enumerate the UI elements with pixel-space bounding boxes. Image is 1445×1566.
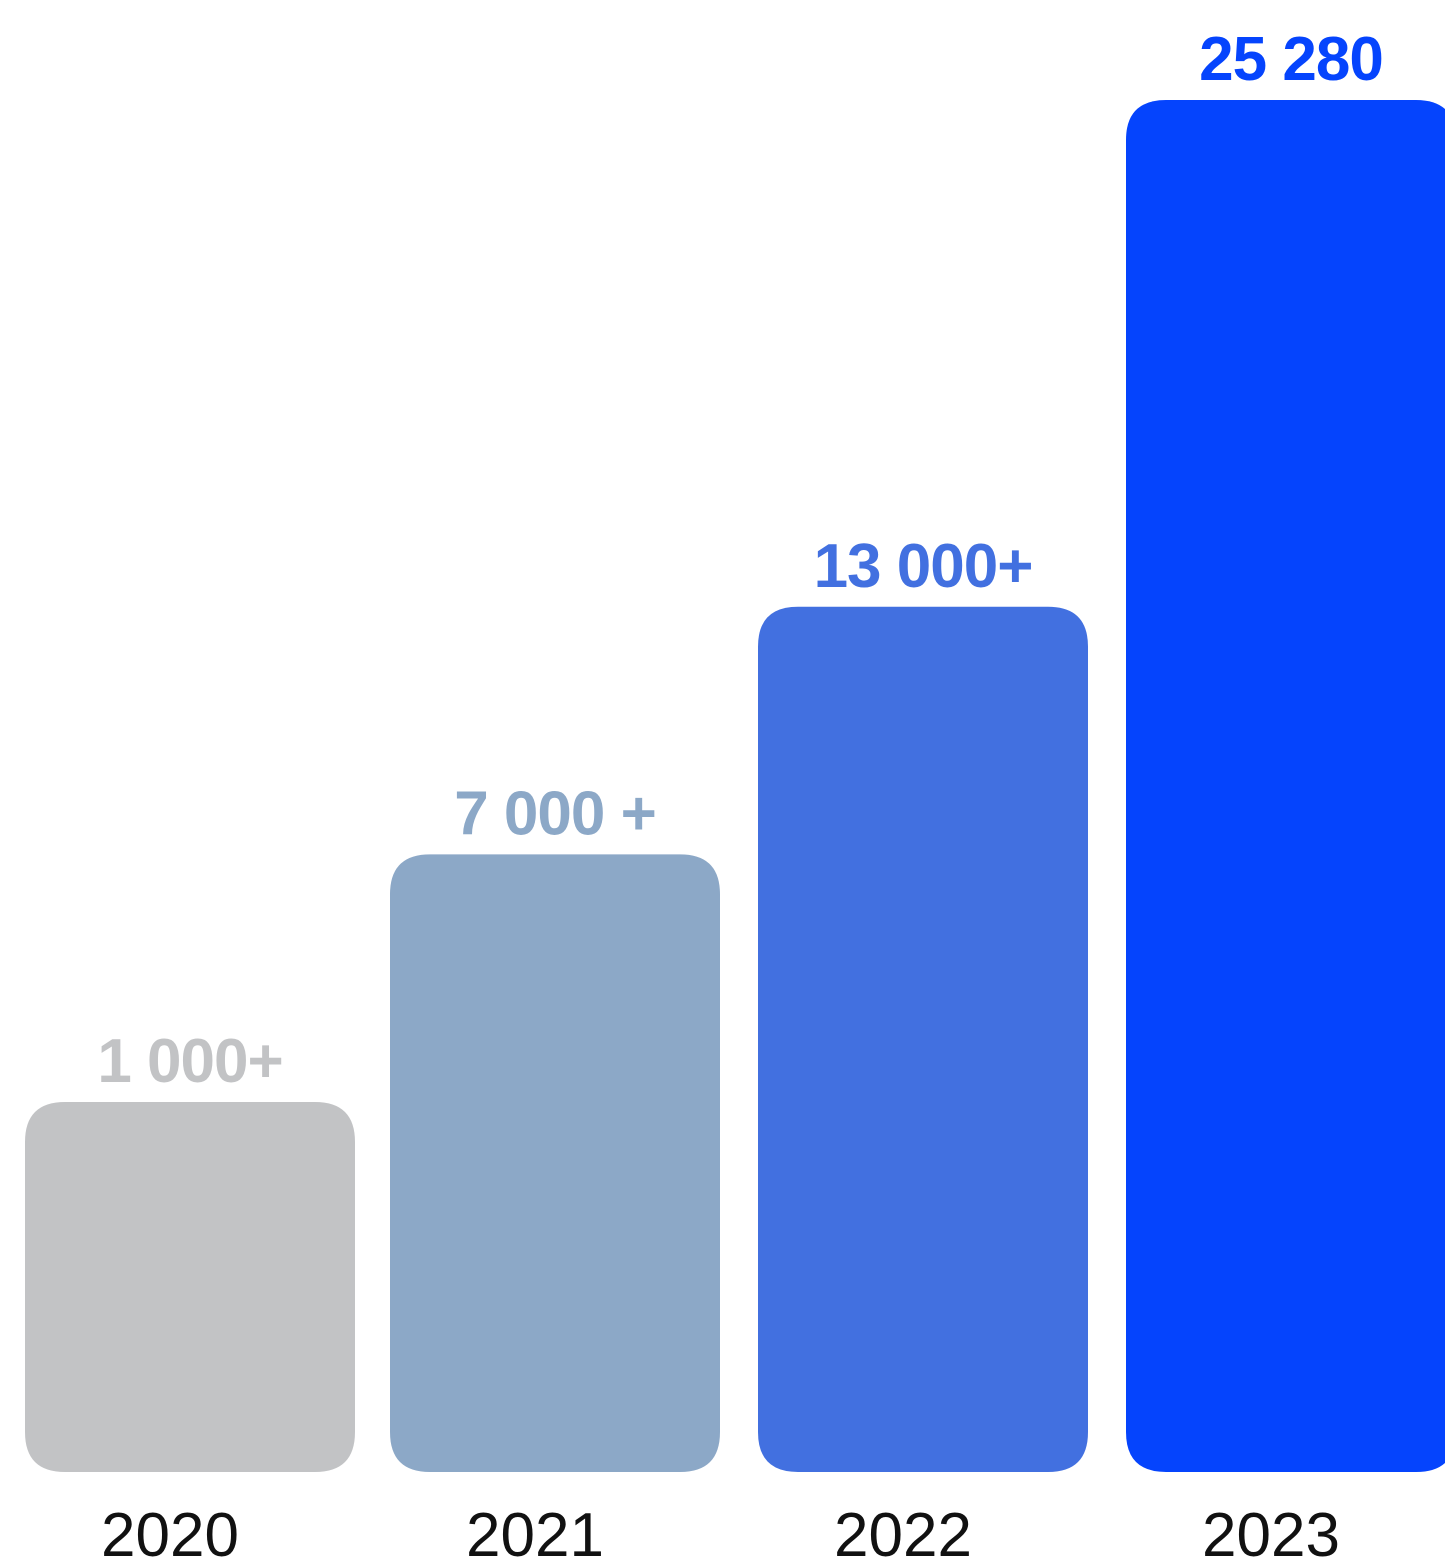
bar-2023 bbox=[1126, 100, 1445, 1472]
value-labels-group: 1 000+ 7 000 + 13 000+ 25 280 bbox=[97, 25, 1384, 1096]
bars-group bbox=[25, 100, 1445, 1472]
bar-2021 bbox=[390, 854, 720, 1472]
category-label-2021: 2021 bbox=[466, 1501, 604, 1566]
year-labels-group: 2020 2021 2022 2023 bbox=[101, 1501, 1340, 1566]
category-label-2023: 2023 bbox=[1202, 1501, 1340, 1566]
bar-2022 bbox=[758, 606, 1088, 1472]
category-label-2022: 2022 bbox=[834, 1501, 972, 1566]
value-label-2022: 13 000+ bbox=[814, 532, 1033, 601]
bar-2020 bbox=[25, 1102, 355, 1472]
category-label-2020: 2020 bbox=[101, 1501, 239, 1566]
value-label-2023: 25 280 bbox=[1199, 25, 1383, 94]
value-label-2020: 1 000+ bbox=[97, 1027, 282, 1096]
value-label-2021: 7 000 + bbox=[454, 779, 656, 848]
